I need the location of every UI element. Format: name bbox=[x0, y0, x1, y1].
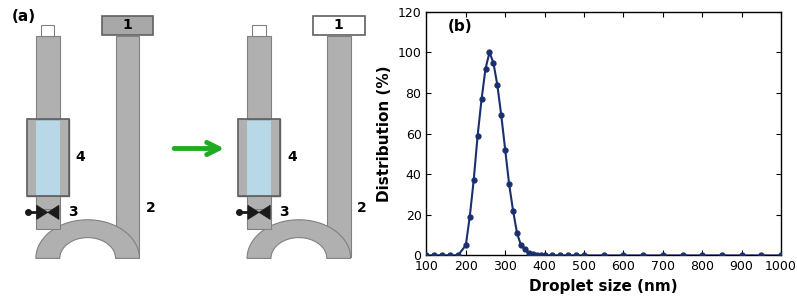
Bar bbox=[312, 16, 364, 35]
Bar bbox=[36, 196, 60, 209]
Text: 1: 1 bbox=[123, 18, 132, 32]
Text: 3: 3 bbox=[279, 205, 289, 219]
Bar bbox=[238, 119, 280, 196]
Bar bbox=[60, 119, 69, 196]
Text: 2: 2 bbox=[357, 201, 367, 215]
Bar bbox=[102, 16, 154, 35]
Bar bbox=[247, 208, 271, 229]
Text: 4: 4 bbox=[287, 150, 296, 165]
Polygon shape bbox=[248, 205, 259, 219]
Bar bbox=[238, 119, 280, 196]
Bar bbox=[116, 36, 139, 257]
Text: 2: 2 bbox=[145, 201, 155, 215]
Bar bbox=[27, 119, 69, 196]
Bar bbox=[247, 196, 271, 209]
Bar bbox=[253, 25, 265, 36]
Polygon shape bbox=[247, 220, 351, 258]
Text: 1: 1 bbox=[334, 18, 344, 32]
Y-axis label: Distribution (%): Distribution (%) bbox=[377, 65, 392, 202]
Text: (a): (a) bbox=[12, 9, 36, 24]
Bar bbox=[247, 36, 271, 119]
Text: 4: 4 bbox=[76, 150, 85, 165]
Text: (b): (b) bbox=[448, 19, 473, 34]
X-axis label: Droplet size (nm): Droplet size (nm) bbox=[529, 279, 678, 294]
Bar bbox=[36, 36, 60, 119]
Polygon shape bbox=[37, 205, 48, 219]
Polygon shape bbox=[36, 220, 139, 258]
Bar bbox=[327, 36, 351, 257]
Bar bbox=[238, 119, 247, 196]
Bar bbox=[271, 119, 280, 196]
Bar bbox=[41, 25, 54, 36]
Text: 3: 3 bbox=[68, 205, 77, 219]
Bar bbox=[27, 119, 36, 196]
Polygon shape bbox=[48, 205, 59, 219]
Bar bbox=[27, 119, 69, 196]
Bar bbox=[36, 208, 60, 229]
Polygon shape bbox=[259, 205, 270, 219]
